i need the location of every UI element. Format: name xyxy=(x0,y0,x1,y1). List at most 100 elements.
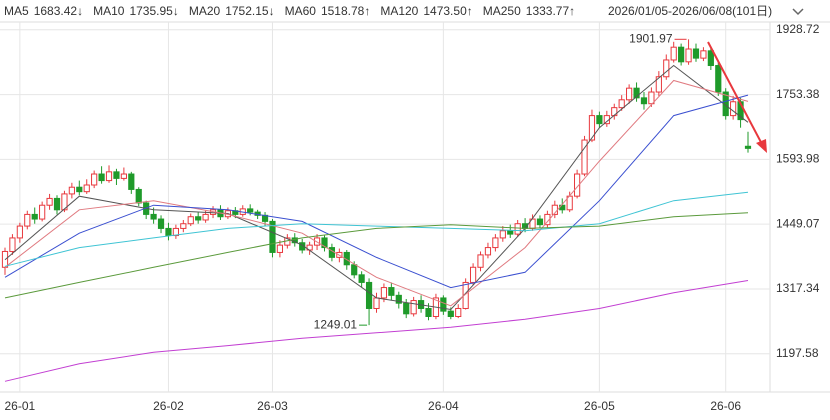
legend-value: 1752.15↓ xyxy=(225,4,274,18)
candle-body xyxy=(655,76,662,93)
candle-body xyxy=(611,107,618,117)
candle-body xyxy=(670,46,677,61)
candle-body xyxy=(744,145,752,149)
candle-body xyxy=(53,197,61,211)
candle-body xyxy=(648,91,655,105)
legend-value: 1683.42↓ xyxy=(34,4,83,18)
candle-body xyxy=(440,297,447,312)
candle-body xyxy=(39,204,46,220)
candle-body xyxy=(730,101,737,117)
legend-name: MA5 xyxy=(4,4,29,18)
candle-body xyxy=(403,302,410,315)
candle-body xyxy=(581,139,588,175)
candle-body xyxy=(499,230,506,239)
candle-body xyxy=(596,115,603,125)
candle-body xyxy=(195,216,202,221)
candle-body xyxy=(180,223,187,229)
y-tick-label: 1593.98 xyxy=(776,152,820,166)
ma-line xyxy=(4,64,749,311)
candle-body xyxy=(678,46,685,63)
candle-body xyxy=(380,287,388,299)
candle-body xyxy=(514,223,521,235)
candle-body xyxy=(31,213,38,220)
candle-body xyxy=(61,193,68,211)
candle-body xyxy=(626,87,633,101)
legend-value: 1473.50↑ xyxy=(423,4,472,18)
candle-body xyxy=(507,230,514,235)
candle-body xyxy=(113,171,120,179)
candle-body xyxy=(9,237,16,252)
candle-body xyxy=(477,254,484,268)
candle-body xyxy=(544,213,551,226)
dropdown-icon[interactable] xyxy=(792,8,804,16)
candle-body xyxy=(187,216,194,225)
candle-body xyxy=(358,274,365,283)
candle-body xyxy=(663,59,670,78)
candle-body xyxy=(410,300,417,315)
plot: 1928.72 1753.38 1593.98 1449.07 1317.34 1197.… xyxy=(0,22,820,413)
candle-body xyxy=(276,244,284,253)
candle-body xyxy=(425,307,432,317)
ma-line xyxy=(4,280,749,382)
candle-body xyxy=(373,297,380,309)
y-tick-label: 1449.07 xyxy=(776,216,820,230)
candle-body xyxy=(692,48,700,59)
candle-body xyxy=(633,87,640,99)
x-tick-label: 26-06 xyxy=(710,399,741,413)
y-tick-label: 1317.34 xyxy=(776,281,820,295)
candle-body xyxy=(685,48,692,63)
candle-body xyxy=(202,213,209,221)
legend-name: MA60 xyxy=(285,4,317,18)
candle-body xyxy=(447,310,454,317)
candle-body xyxy=(640,97,648,105)
candle-body xyxy=(536,218,544,226)
candle-body xyxy=(588,115,596,141)
ma-line xyxy=(4,191,749,267)
legend-name: MA250 xyxy=(483,4,521,18)
x-tick-label: 26-05 xyxy=(584,399,615,413)
candle-body xyxy=(98,173,105,182)
ma-line xyxy=(4,212,749,299)
ma-line xyxy=(4,94,749,289)
candle-body xyxy=(120,173,127,179)
x-tick-label: 26-04 xyxy=(428,399,459,413)
trend-arrowhead xyxy=(756,139,767,153)
range-label[interactable]: 2026/01/05-2026/06/08(101日) xyxy=(608,4,772,18)
candle-body xyxy=(165,227,172,237)
candle-body xyxy=(700,50,707,59)
candle-body xyxy=(128,173,135,190)
x-tick-label: 26-03 xyxy=(257,399,288,413)
candle-body xyxy=(157,218,165,229)
candle-body xyxy=(46,197,53,206)
candle-body xyxy=(321,237,328,249)
candle-body xyxy=(455,307,462,317)
candle-body xyxy=(16,225,23,239)
candle-body xyxy=(351,264,358,276)
legend-value: 1518.78↑ xyxy=(321,4,370,18)
candle-body xyxy=(24,213,31,227)
candle-body xyxy=(484,247,492,256)
candle-body xyxy=(388,287,395,296)
candle-body xyxy=(492,237,499,249)
x-tick-label: 26-02 xyxy=(153,399,184,413)
candle-body xyxy=(105,171,113,182)
candle-body xyxy=(150,213,157,220)
y-tick-label: 1928.72 xyxy=(776,22,820,36)
legend-value: 1333.77↑ xyxy=(526,4,575,18)
candle-body xyxy=(76,186,83,193)
y-tick-label: 1197.58 xyxy=(776,346,819,360)
min-label: 1249.01 xyxy=(314,317,358,331)
y-tick-label: 1753.38 xyxy=(776,87,820,101)
candle-body xyxy=(618,99,625,109)
candle-body xyxy=(715,65,722,93)
legend-name: MA10 xyxy=(93,4,125,18)
ma-line xyxy=(4,79,749,307)
candle-body xyxy=(68,186,75,195)
legend-name: MA20 xyxy=(189,4,221,18)
candle-body xyxy=(365,281,373,309)
candle-body xyxy=(395,294,402,304)
max-label: 1901.97 xyxy=(629,31,673,45)
legend-value: 1735.95↓ xyxy=(129,4,178,18)
